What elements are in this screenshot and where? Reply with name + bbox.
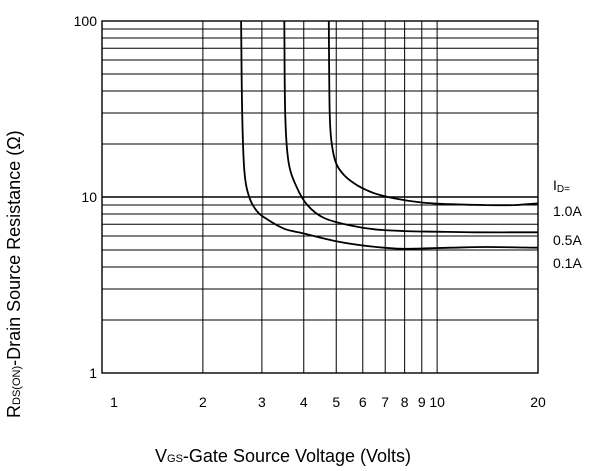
grid <box>102 21 538 373</box>
legend-label: 0.5A <box>553 232 582 248</box>
y-tick-label: 100 <box>74 13 98 29</box>
x-tick-label: 9 <box>418 394 426 410</box>
legend-label: 0.1A <box>553 255 582 271</box>
x-axis-title-text: -Gate Source Voltage (Volts) <box>183 446 411 466</box>
x-axis-title-subscript: GS <box>167 453 183 465</box>
y-axis-title-prefix: R <box>4 405 24 418</box>
y-axis-title-subscript: DS(ON) <box>11 366 23 405</box>
x-tick-label: 8 <box>401 394 409 410</box>
legend-label: 1.0A <box>553 203 582 219</box>
x-tick-label: 20 <box>530 394 546 410</box>
y-axis-title-text: -Drain Source Resistance (Ω) <box>4 130 24 366</box>
x-tick-label: 5 <box>332 394 340 410</box>
x-tick-label: 6 <box>359 394 367 410</box>
x-tick-label: 2 <box>199 394 207 410</box>
y-tick-label: 1 <box>89 365 97 381</box>
x-axis-title-prefix: V <box>155 446 167 466</box>
x-tick-label: 10 <box>429 394 445 410</box>
x-tick-label: 4 <box>300 394 308 410</box>
x-axis-title: VGS-Gate Source Voltage (Volts) <box>155 446 411 466</box>
x-tick-label: 7 <box>381 394 389 410</box>
x-tick-label: 1 <box>110 394 118 410</box>
x-tick-label: 3 <box>258 394 266 410</box>
legend-title-subscript: D= <box>557 184 570 195</box>
y-tick-label: 10 <box>81 189 97 205</box>
